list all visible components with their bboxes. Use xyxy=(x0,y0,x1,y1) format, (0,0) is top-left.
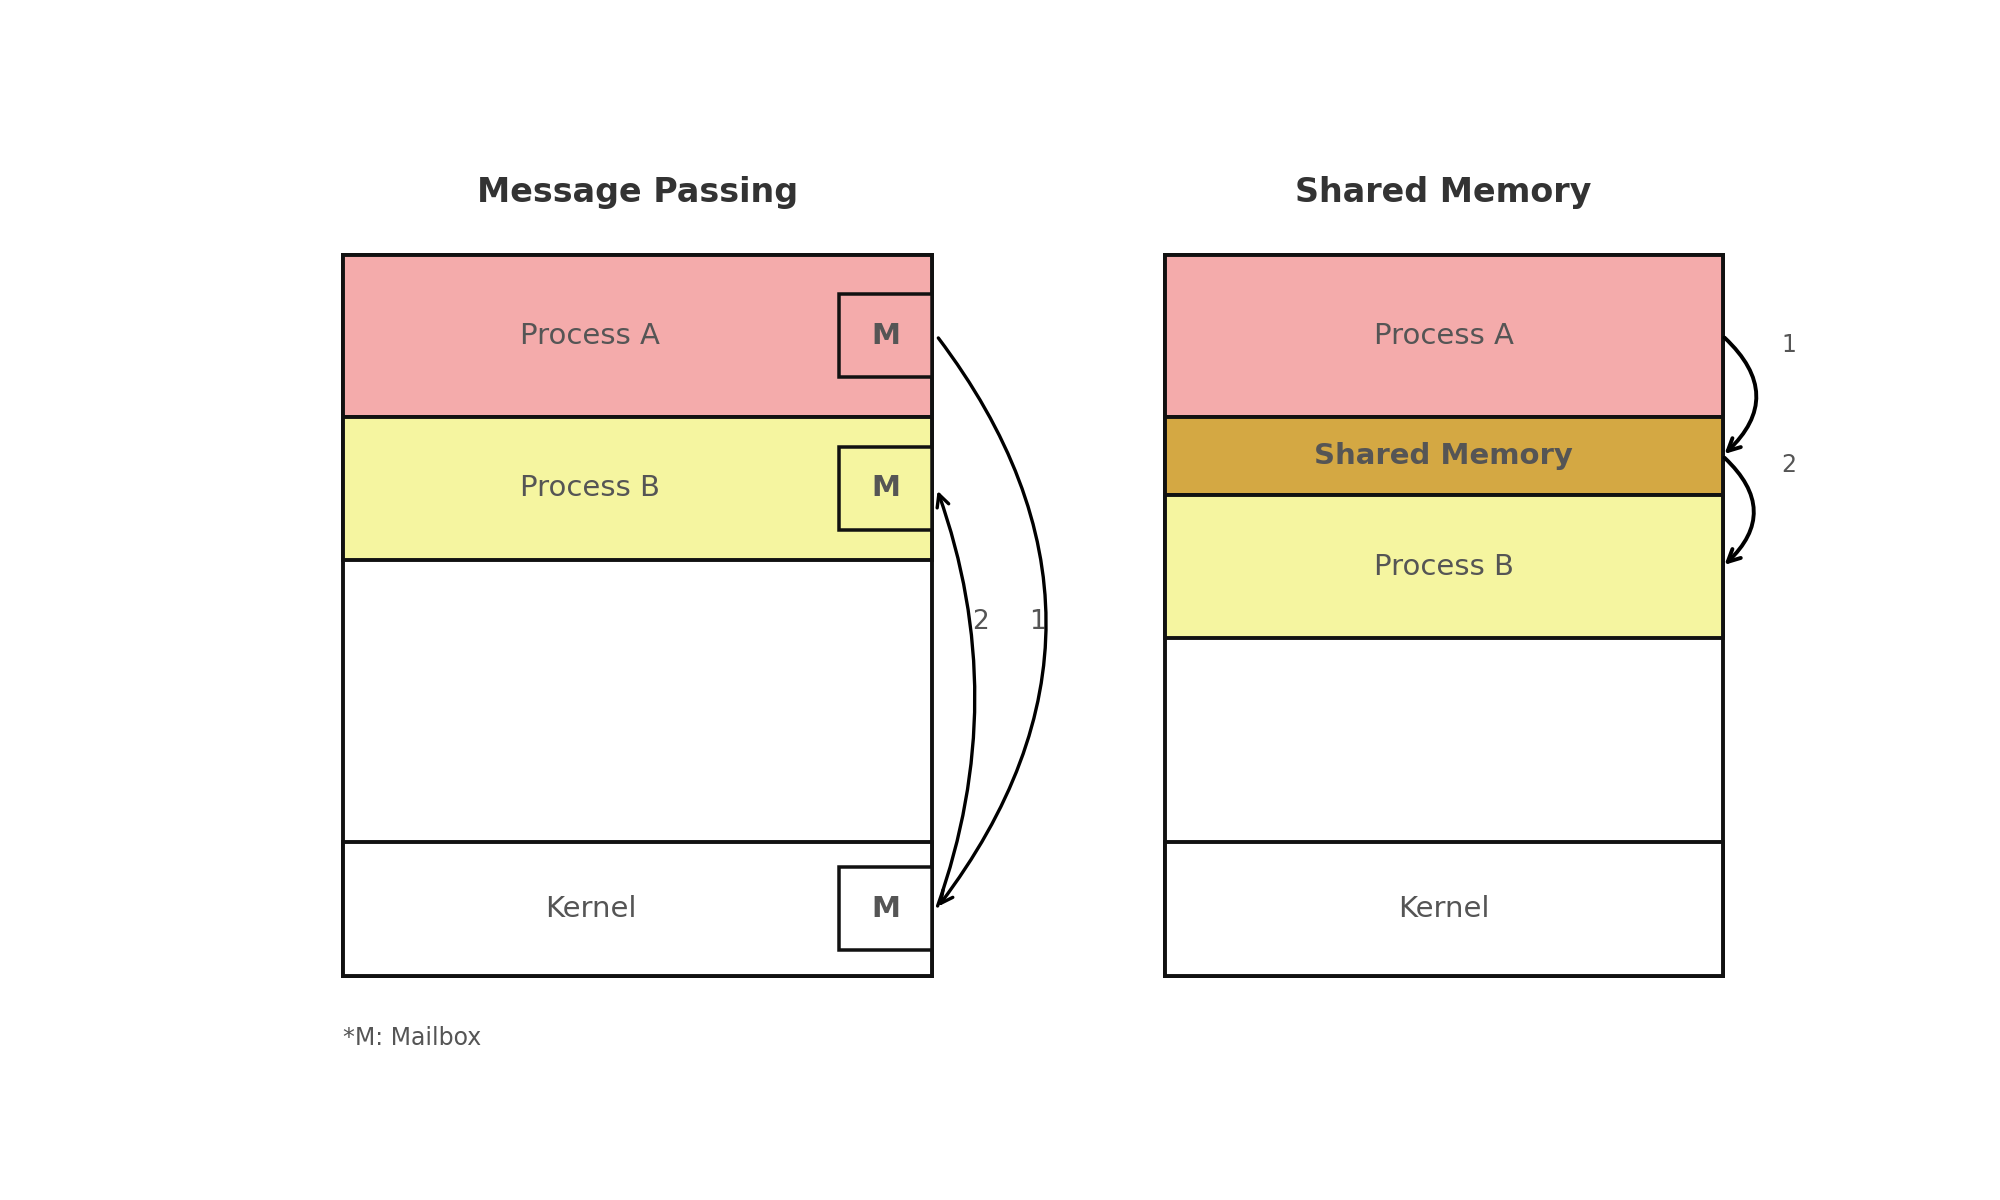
Text: Message Passing: Message Passing xyxy=(476,175,798,209)
Text: M: M xyxy=(872,895,900,923)
Text: Kernel: Kernel xyxy=(544,895,636,923)
Text: 1: 1 xyxy=(1782,332,1796,356)
Bar xyxy=(344,254,932,416)
Bar xyxy=(840,446,932,529)
Bar xyxy=(344,416,932,559)
Text: *M: Mailbox: *M: Mailbox xyxy=(344,1026,482,1050)
Text: Shared Memory: Shared Memory xyxy=(1296,175,1592,209)
Bar xyxy=(1164,254,1722,976)
Bar xyxy=(344,254,932,976)
Text: Shared Memory: Shared Memory xyxy=(1314,442,1572,470)
Text: 2: 2 xyxy=(1782,454,1796,478)
Bar xyxy=(840,294,932,377)
FancyArrowPatch shape xyxy=(1724,337,1756,451)
Text: M: M xyxy=(872,474,900,502)
Bar xyxy=(344,841,932,976)
FancyArrowPatch shape xyxy=(1724,457,1754,562)
FancyArrowPatch shape xyxy=(938,338,1046,904)
Bar xyxy=(1164,841,1722,976)
Text: Process B: Process B xyxy=(520,474,660,502)
Text: Process B: Process B xyxy=(1374,553,1514,581)
Text: M: M xyxy=(872,322,900,349)
Text: Kernel: Kernel xyxy=(1398,895,1490,923)
Bar xyxy=(1164,496,1722,638)
Text: 2: 2 xyxy=(972,610,988,635)
FancyArrowPatch shape xyxy=(938,494,974,906)
Bar xyxy=(1164,416,1722,496)
Bar xyxy=(1164,254,1722,416)
Text: Process A: Process A xyxy=(520,322,660,349)
Text: Process A: Process A xyxy=(1374,322,1514,349)
Bar xyxy=(840,868,932,950)
Text: 1: 1 xyxy=(1030,610,1046,635)
